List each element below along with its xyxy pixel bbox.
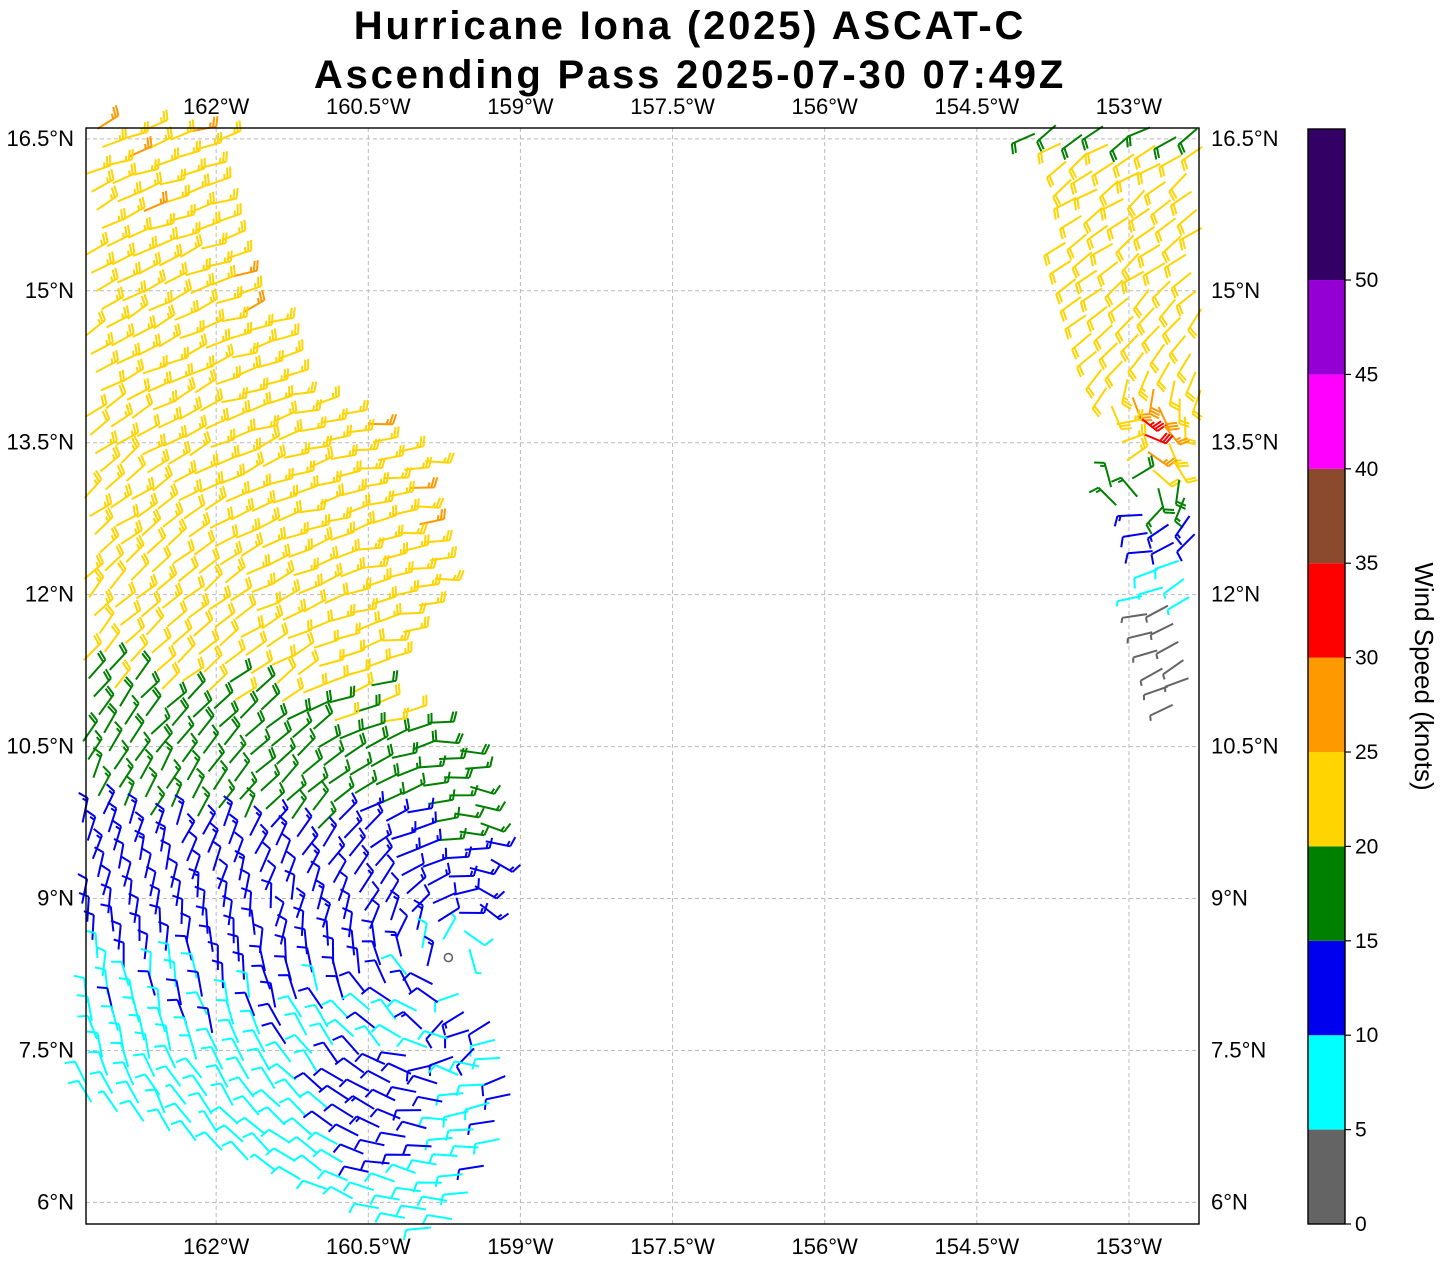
svg-text:10: 10 — [1355, 1024, 1378, 1047]
svg-text:13.5°N: 13.5°N — [6, 430, 74, 455]
svg-text:0: 0 — [1355, 1213, 1367, 1236]
svg-text:15: 15 — [1355, 930, 1378, 953]
svg-text:50: 50 — [1355, 269, 1378, 292]
svg-text:13.5°N: 13.5°N — [1211, 430, 1279, 455]
svg-text:20: 20 — [1355, 835, 1378, 858]
svg-text:7.5°N: 7.5°N — [1211, 1037, 1266, 1062]
svg-text:159°W: 159°W — [487, 1234, 554, 1259]
svg-text:40: 40 — [1355, 458, 1378, 481]
svg-text:153°W: 153°W — [1096, 1234, 1163, 1259]
svg-text:30: 30 — [1355, 647, 1378, 670]
svg-text:157.5°W: 157.5°W — [630, 1234, 715, 1259]
svg-text:9°N: 9°N — [1211, 886, 1248, 911]
svg-text:154.5°W: 154.5°W — [935, 1234, 1020, 1259]
svg-text:35: 35 — [1355, 552, 1378, 575]
svg-text:7.5°N: 7.5°N — [19, 1037, 74, 1062]
svg-text:9°N: 9°N — [37, 886, 74, 911]
svg-text:5: 5 — [1355, 1119, 1367, 1142]
svg-text:160.5°W: 160.5°W — [326, 1234, 411, 1259]
svg-text:6°N: 6°N — [37, 1189, 74, 1214]
svg-text:6°N: 6°N — [1211, 1189, 1248, 1214]
svg-text:15°N: 15°N — [1211, 278, 1260, 303]
svg-text:15°N: 15°N — [25, 278, 74, 303]
svg-text:12°N: 12°N — [1211, 582, 1260, 607]
svg-text:156°W: 156°W — [792, 1234, 859, 1259]
svg-text:10.5°N: 10.5°N — [1211, 734, 1279, 759]
svg-text:12°N: 12°N — [25, 582, 74, 607]
svg-text:16.5°N: 16.5°N — [6, 126, 74, 151]
svg-text:25: 25 — [1355, 741, 1378, 764]
svg-text:162°W: 162°W — [183, 1234, 250, 1259]
svg-text:16.5°N: 16.5°N — [1211, 126, 1279, 151]
svg-text:45: 45 — [1355, 363, 1378, 386]
svg-text:10.5°N: 10.5°N — [6, 734, 74, 759]
svg-text:Wind Speed (knots): Wind Speed (knots) — [1409, 562, 1439, 790]
